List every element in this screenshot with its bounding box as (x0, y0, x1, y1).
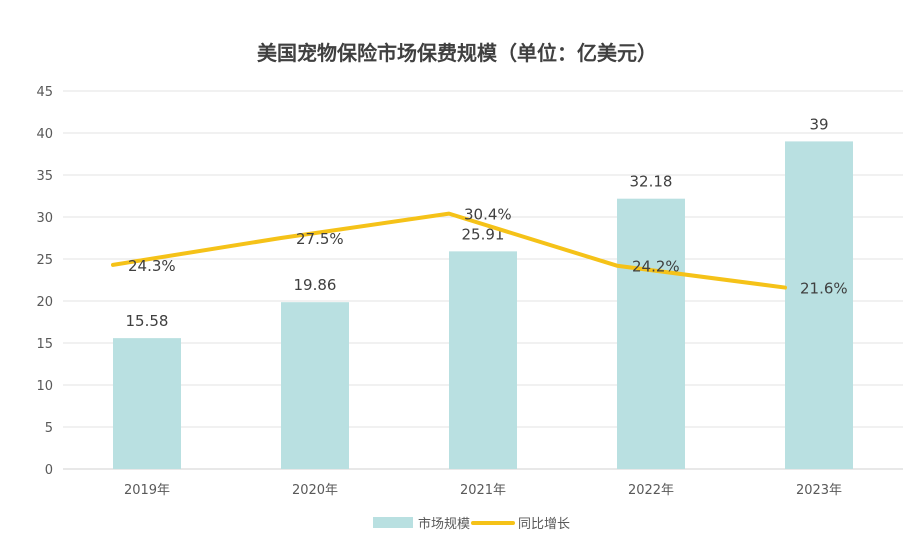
bar-data-label: 32.18 (630, 173, 673, 191)
bar (785, 141, 853, 469)
legend-swatch-bar (373, 517, 413, 528)
bar (281, 302, 349, 469)
x-tick-label: 2021年 (460, 483, 506, 498)
line-data-label: 24.2% (632, 258, 680, 276)
line-data-label: 27.5% (296, 230, 344, 248)
line-data-label: 24.3% (128, 257, 176, 275)
bar (617, 198, 685, 470)
x-axis-ticks: 2019年 2020年 2021年 2022年 2023年 (124, 483, 842, 498)
growth-line (111, 211, 787, 290)
legend-label-bar: 市场规模 (418, 516, 470, 532)
bar (113, 338, 181, 469)
y-tick-label: 5 (45, 421, 53, 436)
y-tick-label: 40 (36, 127, 53, 142)
bar-data-label: 25.91 (462, 225, 505, 243)
y-tick-label: 35 (36, 169, 53, 184)
y-tick-label: 10 (36, 379, 53, 394)
x-tick-label: 2022年 (628, 483, 674, 498)
bar-data-label: 15.58 (126, 312, 169, 330)
bar-data-label: 39 (809, 115, 828, 133)
y-tick-label: 15 (36, 337, 53, 352)
y-tick-label: 25 (36, 253, 53, 268)
legend: 市场规模 同比增长 (373, 516, 570, 532)
line-series: 24.3% 27.5% 30.4% 24.2% 21.6% (111, 206, 848, 298)
chart-title: 美国宠物保险市场保费规模（单位：亿美元） (257, 41, 657, 65)
line-data-label: 30.4% (464, 206, 512, 224)
x-tick-label: 2020年 (292, 483, 338, 498)
y-axis-ticks: 0 5 10 15 20 25 30 35 40 45 (36, 85, 53, 478)
bar-series: 15.58 19.86 25.91 32.18 39 (113, 115, 853, 470)
bar (449, 251, 517, 469)
bar-data-label: 19.86 (294, 276, 337, 294)
y-tick-label: 30 (36, 211, 53, 226)
y-tick-label: 45 (36, 85, 53, 100)
line-data-label: 21.6% (800, 280, 848, 298)
y-tick-label: 0 (45, 463, 53, 478)
x-tick-label: 2019年 (124, 483, 170, 498)
y-tick-label: 20 (36, 295, 53, 310)
x-tick-label: 2023年 (796, 483, 842, 498)
legend-label-line: 同比增长 (518, 517, 570, 532)
